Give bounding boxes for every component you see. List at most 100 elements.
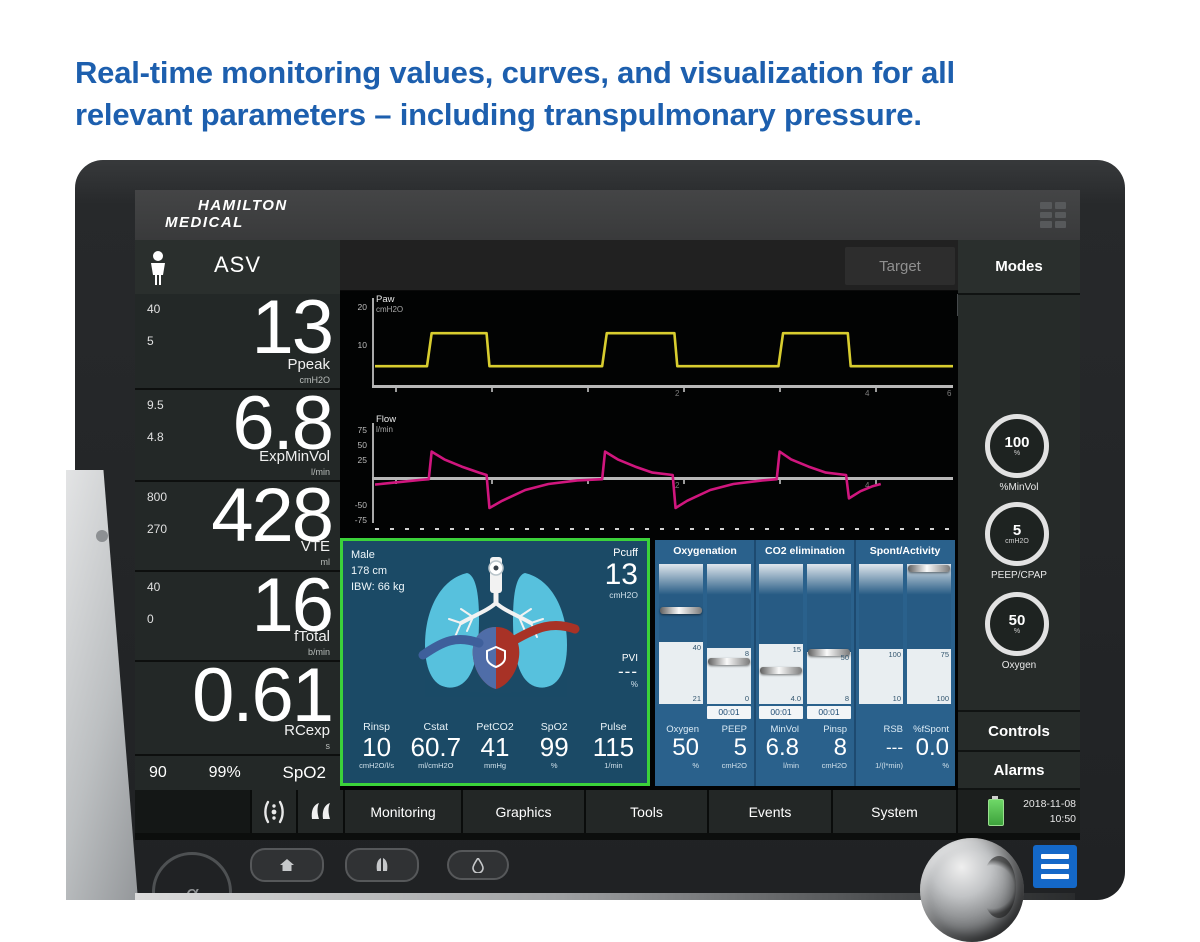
- menu-button[interactable]: [1033, 845, 1077, 888]
- target-zone: [907, 649, 951, 704]
- patient-icon: [151, 251, 165, 285]
- paw-x-axis: [372, 385, 953, 388]
- monitor-label: ExpMinVol: [259, 448, 330, 465]
- flow-y-axis: [372, 423, 374, 523]
- gauge-oxygen: 40 21: [659, 564, 703, 704]
- nebulizer-hardware-button[interactable]: [447, 850, 509, 880]
- minvol-knob[interactable]: 100 %: [985, 414, 1049, 478]
- gauge-fspont: 75 100: [907, 564, 951, 704]
- battery-icon: [988, 796, 1004, 826]
- peep-knob[interactable]: 5 cmH2O: [985, 502, 1049, 566]
- spo2-label: SpO2: [282, 763, 326, 782]
- patient-height: 178 cm: [351, 565, 388, 577]
- monitor-tile-expminvol[interactable]: 9.5 4.8 6.8 ExpMinVol l/min: [135, 382, 340, 482]
- zone-bottom-value: 10: [892, 694, 901, 703]
- flow-curve-label: Flow l/min: [376, 414, 397, 434]
- value-oxygen: Oxygen 50%: [666, 724, 699, 770]
- zone-timer: 00:01: [707, 706, 751, 719]
- lungs-icon: [376, 858, 388, 871]
- datetime-readout: 2018-11-08 10:50: [1010, 797, 1076, 827]
- paw-curve-label: Paw cmH2O: [376, 294, 404, 314]
- lungs-button[interactable]: [296, 790, 343, 833]
- monitor-value: 13: [251, 285, 334, 370]
- hamilton-medical-logo: HAMILTON MEDICAL: [165, 197, 288, 231]
- target-button[interactable]: Target: [845, 247, 955, 285]
- target-zone: [659, 642, 703, 704]
- paw-x-ticks: [395, 388, 953, 392]
- right-sidebar: Modes 100 % %MinVol 5 cmH2O PEEP/CPAP 50…: [958, 240, 1080, 790]
- home-hardware-button[interactable]: [250, 848, 324, 882]
- alarm-limit-low: 270: [147, 522, 168, 536]
- metric-petco2: PetCO2 41 mmHg: [476, 721, 514, 770]
- zone-bottom-value: 8: [844, 694, 849, 703]
- droplet-icon: [472, 857, 484, 873]
- dynamic-lung-panel[interactable]: Male 178 cm IBW: 66 kg Pcuff 13 cmH2O PV…: [340, 538, 650, 786]
- alarms-button[interactable]: Alarms: [958, 750, 1080, 790]
- value-pinsp: Pinsp 8 cmH2O: [821, 724, 847, 770]
- alarm-limit-low: 4.8: [147, 430, 164, 444]
- controls-button-label: Controls: [988, 722, 1050, 740]
- bottom-tab-bar: Monitoring Graphics Tools Events System …: [135, 790, 1080, 833]
- monitor-unit: b/min: [307, 647, 330, 657]
- monitor-tile-vte[interactable]: 800 270 428 VTE ml: [135, 474, 340, 572]
- target-button-label: Target: [879, 257, 921, 275]
- cuff-pressure-icon: [264, 800, 284, 823]
- flow-ytick: 50: [357, 440, 367, 450]
- zone-top-value: 50: [840, 653, 849, 663]
- modes-button[interactable]: Modes: [958, 240, 1080, 295]
- flow-waveform: [375, 433, 953, 523]
- paw-y-axis: [372, 298, 374, 386]
- tab-tools[interactable]: Tools: [584, 790, 707, 833]
- screen-bottom-edge: [135, 833, 1080, 840]
- monitor-tile-rcexp[interactable]: 0.61 RCexp s: [135, 654, 340, 756]
- alarm-limit-low: 0: [147, 612, 154, 626]
- cuff-pressure-button[interactable]: [250, 790, 296, 833]
- gauge-slider: [908, 565, 950, 573]
- tab-label: Events: [748, 803, 792, 820]
- monitor-tile-ppeak[interactable]: 40 5 13 Ppeak cmH2O: [135, 286, 340, 390]
- target-zone: [707, 648, 751, 704]
- patient-sex: Male: [351, 549, 375, 561]
- tab-system[interactable]: System: [831, 790, 956, 833]
- tab-graphics[interactable]: Graphics: [461, 790, 584, 833]
- gauge-minvol: 15 4.0: [759, 564, 803, 704]
- logo-line-2: MEDICAL: [165, 214, 244, 231]
- tab-label: System: [871, 803, 918, 820]
- section-oxygenation: Oxygenation: [673, 545, 737, 557]
- zone-timer: 00:01: [759, 706, 803, 719]
- monitor-value: 16: [251, 563, 334, 648]
- ventilator-tablet: HAMILTON MEDICAL ASV 40 5 13 Ppeak cmH2O: [75, 160, 1125, 900]
- gauge-slider: [808, 649, 850, 657]
- tab-label: Monitoring: [370, 803, 436, 820]
- peep-knob-label: PEEP/CPAP: [991, 570, 1047, 581]
- tab-monitoring[interactable]: Monitoring: [343, 790, 461, 833]
- rotary-dial[interactable]: [920, 838, 1024, 942]
- pvi-readout: PVI --- %: [618, 653, 638, 689]
- flow-ytick: -75: [354, 515, 367, 525]
- lung-metrics-row: Rinsp 10 cmH2O/l/s Cstat 60.7 ml/cmH2O PetCO…: [347, 721, 643, 779]
- metric-rinsp: Rinsp 10 cmH2O/l/s: [359, 721, 395, 770]
- monitor-unit: s: [325, 741, 331, 751]
- alarm-limit-high: 40: [147, 302, 161, 316]
- lungs-hardware-button[interactable]: [345, 848, 419, 882]
- flow-ytick: 25: [357, 455, 367, 465]
- controls-button[interactable]: Controls: [958, 710, 1080, 750]
- vent-status-panel[interactable]: Oxygenation CO2 elimination Spont/Activi…: [655, 540, 955, 786]
- gauge-slider: [760, 667, 802, 675]
- target-zone: [859, 649, 903, 704]
- monitor-unit: l/min: [310, 467, 330, 477]
- oxygen-knob-label: Oxygen: [1001, 660, 1037, 671]
- marketing-caption: Real-time monitoring values, curves, and…: [75, 52, 1135, 136]
- tab-events[interactable]: Events: [707, 790, 831, 833]
- oxygen-knob[interactable]: 50 %: [985, 592, 1049, 656]
- spo2-row[interactable]: 90 99% SpO2: [135, 756, 340, 790]
- gauge-peep: 8 0: [707, 564, 751, 704]
- modes-button-label: Modes: [995, 258, 1043, 275]
- tab-label: Tools: [630, 803, 663, 820]
- monitor-value: 6.8: [232, 381, 334, 466]
- monitor-tile-ftotal[interactable]: 40 0 16 fTotal b/min: [135, 564, 340, 662]
- section-divider: [854, 540, 856, 786]
- paw-waveform: [375, 308, 953, 385]
- spo2-alarm-limit: 90: [149, 764, 167, 781]
- mode-banner[interactable]: ASV: [135, 240, 340, 296]
